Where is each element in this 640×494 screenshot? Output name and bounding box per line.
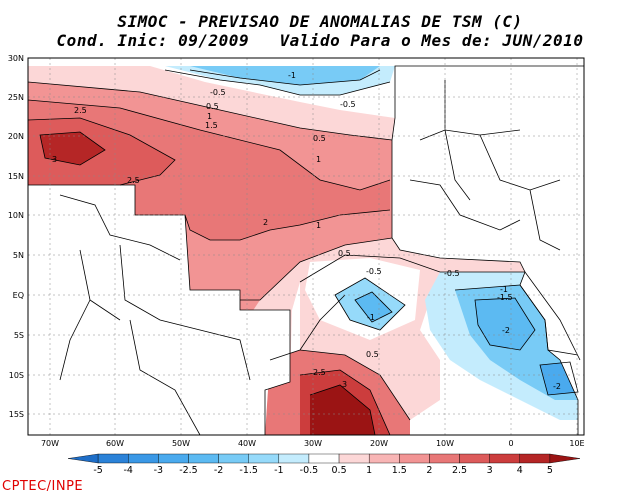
- lat-label: 5N: [13, 251, 24, 260]
- lon-label: 60W: [106, 439, 124, 448]
- colorbar-swatch: [248, 453, 280, 464]
- colorbar-label: 4: [517, 465, 523, 476]
- latitude-axis: 30N 25N 20N 15N 10N 5N EQ 5S 10S 15S: [8, 54, 24, 419]
- contour-label: 0.5: [338, 249, 351, 258]
- colorbar-label: 3: [487, 465, 493, 476]
- colorbar-swatch: [218, 453, 249, 464]
- colorbar-labels: -5 -4 -3 -2.5 -2 -1.5 -1 -0.5 0.5 1 1.5 2 2.5 3 4 5: [93, 465, 553, 476]
- contour-label: 0.5: [313, 134, 326, 143]
- contour-label: 2.5: [127, 176, 140, 185]
- contour-label: 2: [263, 218, 268, 227]
- colorbar-swatch: [128, 453, 159, 464]
- contour-label: 3: [342, 380, 347, 389]
- anomaly-map: 30N 25N 20N 15N 10N 5N EQ 5S 10S 15S 70W…: [8, 54, 585, 448]
- contour-label: -2: [502, 326, 510, 335]
- lon-label: 70W: [41, 439, 59, 448]
- colorbar-label: 2: [426, 465, 432, 476]
- colorbar-label: -1.5: [239, 465, 258, 476]
- colorbar-swatch: [549, 453, 581, 464]
- lat-label: 25N: [8, 93, 24, 102]
- lon-label: 10W: [436, 439, 454, 448]
- lon-label: 20W: [370, 439, 388, 448]
- colorbar-swatch: [67, 453, 99, 464]
- colorbar-swatch: [399, 453, 430, 464]
- lat-label: 15S: [9, 410, 24, 419]
- contour-label: 2.5: [74, 106, 87, 115]
- contour-label: -2: [553, 382, 561, 391]
- contour-label: -1: [500, 285, 508, 294]
- lat-label: 10S: [9, 371, 24, 380]
- lat-label: 5S: [14, 331, 24, 340]
- colorbar-label: -3: [154, 465, 163, 476]
- contour-label: 0.5: [366, 350, 379, 359]
- colorbar-swatch: [338, 453, 370, 464]
- contour-label: 0.5: [206, 102, 219, 111]
- colorbar-swatch: [278, 453, 310, 464]
- contour-label: -0.5: [366, 267, 382, 276]
- colorbar-label: -4: [123, 465, 132, 476]
- map-title-line1: SIMOC - PREVISAO DE ANOMALIAS DE TSM (C): [117, 12, 523, 31]
- colorbar-label: -2.5: [179, 465, 198, 476]
- colorbar-legend: -5 -4 -3 -2.5 -2 -1.5 -1 -0.5 0.5 1 1.5 2 2.5 3 4 5: [67, 453, 581, 476]
- contour-label: -0.5: [444, 269, 460, 278]
- lat-label: 30N: [8, 54, 24, 63]
- colorbar-label: 1.5: [392, 465, 407, 476]
- map-frame: [27, 57, 585, 436]
- colorbar-swatch: [429, 453, 460, 464]
- colorbar-label: 2.5: [452, 465, 467, 476]
- lat-label: EQ: [13, 291, 24, 300]
- colorbar-swatch: [97, 453, 129, 464]
- contour-label: -1: [288, 71, 296, 80]
- contour-label: -0.5: [340, 100, 356, 109]
- contour-label: -1.5: [497, 293, 513, 302]
- colorbar-swatch: [368, 453, 400, 464]
- lon-label: 40W: [238, 439, 256, 448]
- lat-label: 20N: [8, 132, 24, 141]
- colorbar-swatch: [519, 453, 551, 464]
- colorbar-label: -0.5: [300, 465, 319, 476]
- contour-label: 1: [316, 221, 321, 230]
- colorbar-label: -5: [93, 465, 102, 476]
- colorbar-swatch: [188, 453, 219, 464]
- contour-label: 2.5: [313, 368, 326, 377]
- colorbar-label: 5: [547, 465, 553, 476]
- colorbar-swatch: [158, 453, 189, 464]
- contour-label: 1.5: [205, 121, 218, 130]
- lon-label: 30W: [304, 439, 322, 448]
- credit-text: CPTEC/INPE: [2, 479, 84, 494]
- contour-label: 1: [207, 112, 212, 121]
- lat-label: 10N: [8, 211, 24, 220]
- colorbar-label: 0.5: [332, 465, 347, 476]
- contour-label: 3: [52, 155, 57, 164]
- contour-value-labels: -1 -0.5 -0.5 0.5 1 1.5 2.5 3 2.5 2 1 0.5…: [52, 71, 561, 391]
- lat-label: 15N: [8, 172, 24, 181]
- colorbar-swatch: [459, 453, 490, 464]
- colorbar-swatch: [308, 453, 340, 464]
- colorbar-label: -1: [274, 465, 283, 476]
- colorbar-swatch: [489, 453, 520, 464]
- lon-label: 50W: [172, 439, 190, 448]
- colorbar-swatches: [67, 453, 581, 464]
- contour-label: -0.5: [210, 88, 226, 97]
- longitude-axis: 70W 60W 50W 40W 30W 20W 10W 0 10E: [41, 439, 585, 448]
- contour-label: -1: [367, 313, 375, 322]
- lon-label: 0: [508, 439, 513, 448]
- colorbar-label: 1: [366, 465, 372, 476]
- map-title-line2: Cond. Inic: 09/2009 Valido Para o Mes de…: [56, 31, 584, 50]
- contour-label: 1: [316, 155, 321, 164]
- colorbar-label: -2: [214, 465, 223, 476]
- contour-lines: [28, 69, 581, 435]
- lon-label: 10E: [569, 439, 584, 448]
